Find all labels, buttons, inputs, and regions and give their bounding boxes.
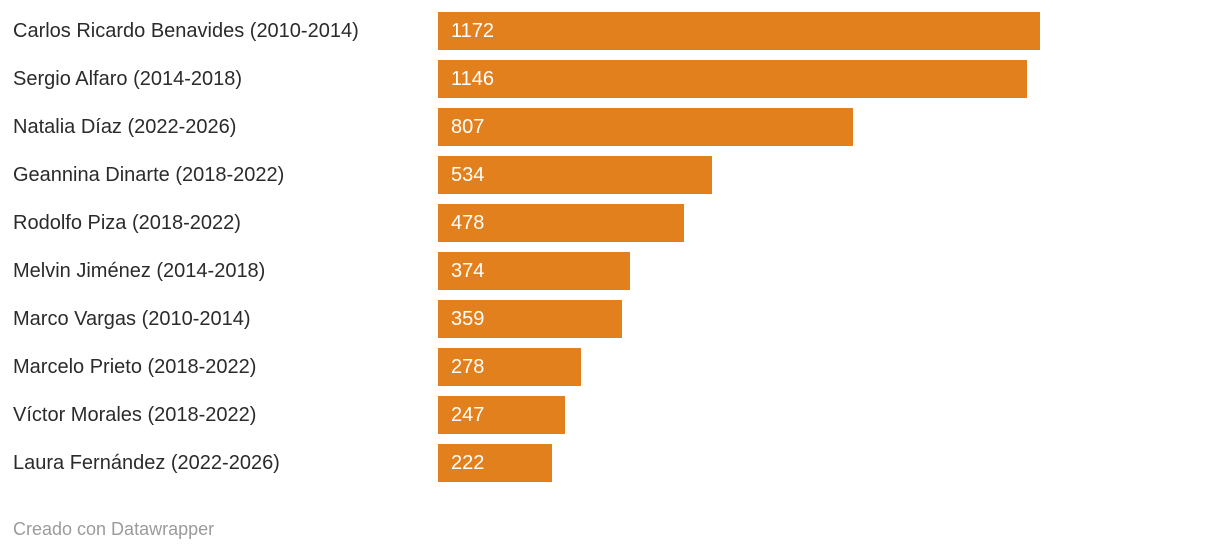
chart-row: Geannina Dinarte (2018-2022) 534 <box>0 151 1220 199</box>
category-label: Rodolfo Piza (2018-2022) <box>13 211 241 234</box>
chart-row: Sergio Alfaro (2014-2018) 1146 <box>0 55 1220 103</box>
bar: 359 <box>438 300 623 338</box>
bar-track: 374 <box>438 252 1040 290</box>
datawrapper-attribution-link[interactable]: Creado con Datawrapper <box>13 519 215 539</box>
bar: 247 <box>438 396 565 434</box>
value-label: 278 <box>451 355 485 378</box>
bar-track: 359 <box>438 300 1040 338</box>
bar-track: 222 <box>438 444 1040 482</box>
category-label: Geannina Dinarte (2018-2022) <box>13 163 285 186</box>
value-label: 807 <box>451 115 485 138</box>
bar-chart: Carlos Ricardo Benavides (2010-2014) 117… <box>0 7 1220 540</box>
value-label: 222 <box>451 451 485 474</box>
chart-row: Víctor Morales (2018-2022) 247 <box>0 391 1220 439</box>
category-label: Natalia Díaz (2022-2026) <box>13 115 237 138</box>
value-label: 374 <box>451 259 485 282</box>
bar: 278 <box>438 348 581 386</box>
value-label: 534 <box>451 163 485 186</box>
chart-row: Rodolfo Piza (2018-2022) 478 <box>0 199 1220 247</box>
value-label: 1172 <box>451 19 495 42</box>
bar: 807 <box>438 108 853 146</box>
bar-track: 807 <box>438 108 1040 146</box>
value-label: 247 <box>451 403 485 426</box>
chart-row: Marcelo Prieto (2018-2022) 278 <box>0 343 1220 391</box>
category-label: Laura Fernández (2022-2026) <box>13 451 280 474</box>
bar: 1146 <box>438 60 1027 98</box>
chart-row: Carlos Ricardo Benavides (2010-2014) 117… <box>0 7 1220 55</box>
category-label: Carlos Ricardo Benavides (2010-2014) <box>13 19 359 42</box>
bar-track: 1172 <box>438 12 1040 50</box>
chart-row: Marco Vargas (2010-2014) 359 <box>0 295 1220 343</box>
category-label: Sergio Alfaro (2014-2018) <box>13 67 243 90</box>
bar: 478 <box>438 204 684 242</box>
bar-track: 534 <box>438 156 1040 194</box>
bar: 534 <box>438 156 713 194</box>
value-label: 359 <box>451 307 485 330</box>
chart-row: Natalia Díaz (2022-2026) 807 <box>0 103 1220 151</box>
value-label: 1146 <box>451 67 495 90</box>
bar-track: 247 <box>438 396 1040 434</box>
bar-track: 478 <box>438 204 1040 242</box>
category-label: Melvin Jiménez (2014-2018) <box>13 259 266 282</box>
bar-track: 1146 <box>438 60 1040 98</box>
bar: 222 <box>438 444 553 482</box>
category-label: Víctor Morales (2018-2022) <box>13 403 257 426</box>
category-label: Marco Vargas (2010-2014) <box>13 307 251 330</box>
category-label: Marcelo Prieto (2018-2022) <box>13 355 257 378</box>
bar-track: 278 <box>438 348 1040 386</box>
value-label: 478 <box>451 211 485 234</box>
bar: 374 <box>438 252 631 290</box>
chart-rows: Carlos Ricardo Benavides (2010-2014) 117… <box>0 7 1220 487</box>
chart-footer: Creado con Datawrapper <box>0 519 1220 540</box>
chart-row: Laura Fernández (2022-2026) 222 <box>0 439 1220 487</box>
chart-row: Melvin Jiménez (2014-2018) 374 <box>0 247 1220 295</box>
bar: 1172 <box>438 12 1040 50</box>
